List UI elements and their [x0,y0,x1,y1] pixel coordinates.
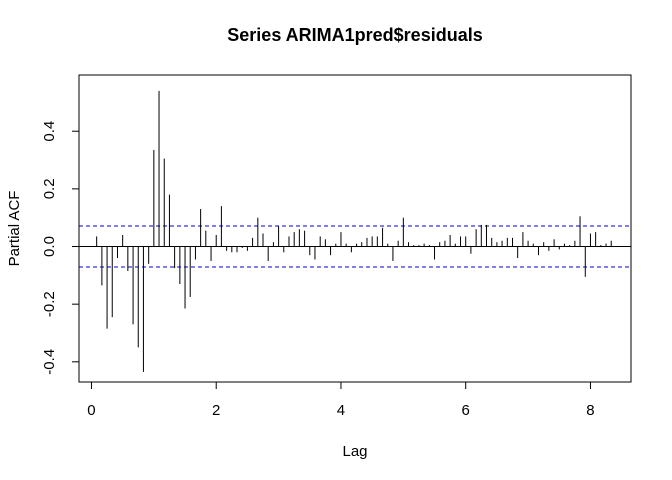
y-axis: -0.4 -0.2 0.0 0.2 0.4 [41,121,80,375]
x-axis-label: Lag [342,443,367,460]
x-tick-label: 0 [87,402,95,419]
y-tick-label: 0.4 [41,121,58,142]
chart-title: Series ARIMA1pred$residuals [227,25,482,45]
x-tick-label: 4 [337,402,345,419]
y-axis-label: Partial ACF [6,191,23,267]
x-tick-label: 8 [586,402,594,419]
y-tick-label: -0.2 [41,291,58,317]
x-axis: 0 2 4 6 8 [87,381,595,419]
y-tick-label: -0.4 [41,349,58,375]
pacf-bars [96,90,612,372]
x-tick-label: 6 [462,402,470,419]
y-tick-label: 0.2 [41,178,58,199]
x-tick-label: 2 [212,402,220,419]
plot-area-border [78,74,632,383]
y-tick-label: 0.0 [41,236,58,257]
